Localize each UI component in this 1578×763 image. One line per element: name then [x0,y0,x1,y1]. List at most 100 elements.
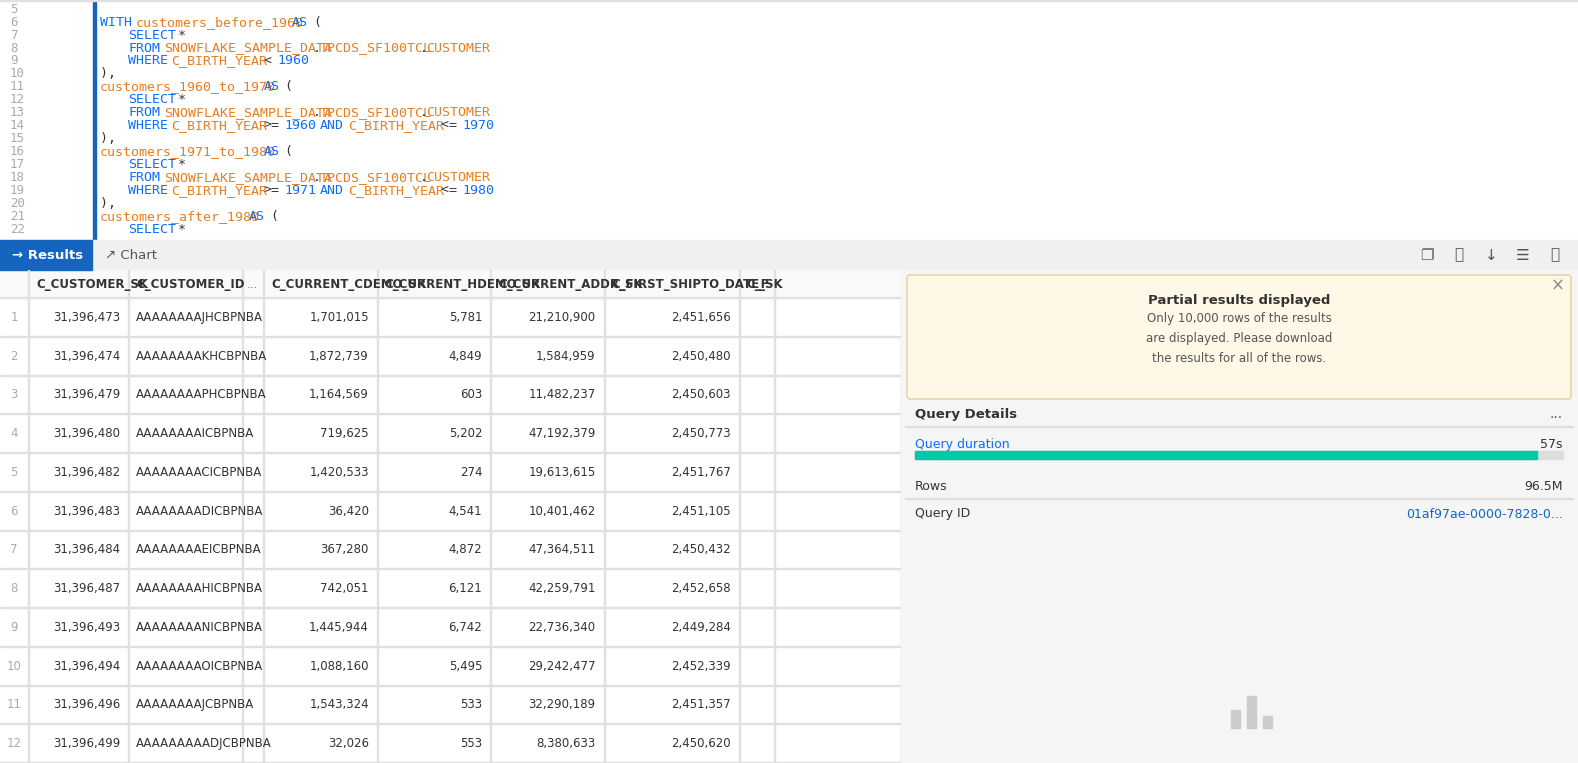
Text: =: = [448,184,456,197]
Text: 31,396,474: 31,396,474 [54,349,120,362]
Bar [0,414,899,453]
Text: C_F: C_F [746,278,770,291]
Text: 2,450,432: 2,450,432 [671,543,731,556]
Text: 2,451,656: 2,451,656 [671,311,731,324]
Bar [0,568,899,569]
Bar [0,0,1578,240]
Text: TPCDS_SF100TCL: TPCDS_SF100TCL [320,106,432,119]
Bar [915,451,1537,459]
Text: 31,396,484: 31,396,484 [54,543,120,556]
Bar [0,647,899,685]
Text: 553: 553 [461,737,483,750]
Bar [1262,716,1272,728]
Bar [0,0,1578,1]
Text: 15: 15 [9,132,25,145]
Bar [0,491,899,530]
Text: ❐: ❐ [1420,247,1434,262]
Text: (: ( [312,15,320,28]
Text: ↓: ↓ [1485,247,1498,262]
Text: TPCDS_SF100TCL: TPCDS_SF100TCL [320,41,432,54]
Text: 1,420,533: 1,420,533 [309,466,369,479]
Bar [0,270,899,298]
Text: 719,625: 719,625 [320,427,369,440]
Text: customers_1971_to_1980: customers_1971_to_1980 [99,145,276,158]
Text: =: = [448,119,456,132]
Text: 32,026: 32,026 [328,737,369,750]
Text: ,: , [107,67,115,80]
Text: C_CUSTOMER_SK: C_CUSTOMER_SK [36,278,148,291]
Text: 11,482,237: 11,482,237 [529,388,595,401]
Text: AAAAAAAAKHCBPNBA: AAAAAAAAKHCBPNBA [136,349,268,362]
Text: CUSTOMER: CUSTOMER [426,41,491,54]
Bar [0,453,899,491]
Text: 2,450,480: 2,450,480 [671,349,731,362]
Text: 2,450,620: 2,450,620 [671,737,731,750]
Text: 12: 12 [6,737,22,750]
Bar [0,608,899,647]
Text: AND: AND [320,119,344,132]
Text: 5: 5 [9,2,17,15]
Text: 1980: 1980 [462,184,494,197]
Text: ☰: ☰ [1516,247,1529,262]
Text: CUSTOMER: CUSTOMER [426,106,491,119]
Text: 5: 5 [11,466,17,479]
Text: AAAAAAAAICBPNBA: AAAAAAAAICBPNBA [136,427,254,440]
Text: 42,259,791: 42,259,791 [529,582,595,595]
Bar [0,336,899,375]
Text: ...: ... [1550,407,1562,421]
Text: =: = [270,119,278,132]
Text: .: . [312,41,320,54]
Text: ,: , [107,197,115,210]
Text: 36,420: 36,420 [328,504,369,517]
Text: SELECT: SELECT [128,93,177,106]
Text: WHERE: WHERE [128,184,169,197]
Text: *: * [178,223,186,236]
Text: .: . [420,106,428,119]
Text: 10,401,462: 10,401,462 [529,504,595,517]
Bar [0,452,899,453]
Bar [906,426,1573,427]
Text: 1,872,739: 1,872,739 [309,349,369,362]
Text: 5,495: 5,495 [448,660,483,673]
Text: 10: 10 [6,660,22,673]
Text: 6,121: 6,121 [448,582,483,595]
Text: 17: 17 [9,158,25,171]
Bar [0,569,899,608]
Text: AAAAAAAAJHCBPNBA: AAAAAAAAJHCBPNBA [136,311,264,324]
Text: 6,742: 6,742 [448,621,483,634]
Text: ↗ Chart: ↗ Chart [106,249,156,262]
Text: AND: AND [320,184,344,197]
Text: 47,192,379: 47,192,379 [529,427,595,440]
Text: 2,451,105: 2,451,105 [671,504,731,517]
Text: 7: 7 [9,543,17,556]
Text: 31,396,482: 31,396,482 [54,466,120,479]
Bar [0,240,1578,270]
Text: ): ) [99,67,107,80]
Bar [899,270,1578,763]
Text: 274: 274 [459,466,483,479]
Text: ,: , [107,132,115,145]
Text: WHERE: WHERE [128,54,169,67]
Text: 367,280: 367,280 [320,543,369,556]
Text: customers_1960_to_1970: customers_1960_to_1970 [99,80,276,93]
Text: 2,451,357: 2,451,357 [671,698,731,711]
Text: 2,452,658: 2,452,658 [671,582,731,595]
Text: ): ) [99,197,107,210]
Text: 32,290,189: 32,290,189 [529,698,595,711]
Text: 1,584,959: 1,584,959 [537,349,595,362]
Text: 13: 13 [9,106,25,119]
Text: 2,452,339: 2,452,339 [671,660,731,673]
Text: AAAAAAAADICBPNBA: AAAAAAAADICBPNBA [136,504,264,517]
Text: 31,396,493: 31,396,493 [54,621,120,634]
Bar [0,645,899,647]
Text: ...: ... [246,278,259,291]
Text: 2,451,767: 2,451,767 [671,466,731,479]
Text: AS: AS [264,80,279,93]
Text: ×: × [1551,277,1565,295]
Bar [0,375,899,414]
Text: >: > [264,184,271,197]
Bar [915,451,1562,459]
Text: (: ( [284,145,292,158]
Text: .: . [420,171,428,184]
Text: C_CURRENT_HDEMO_SK: C_CURRENT_HDEMO_SK [385,278,541,291]
